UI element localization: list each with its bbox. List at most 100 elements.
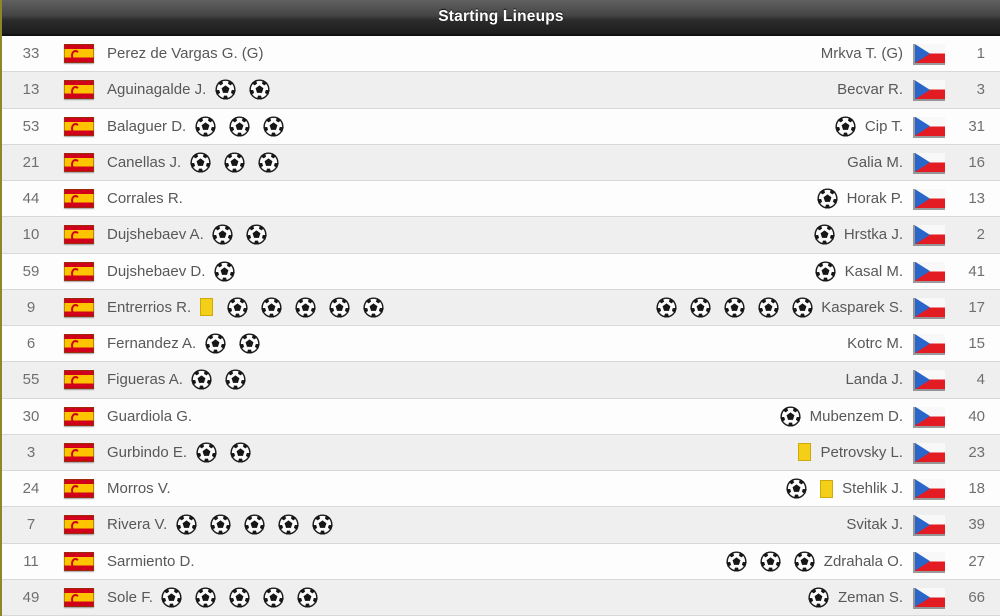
home-player-name[interactable]: Entrerrios R. <box>107 298 192 316</box>
czech-flag-triangle <box>915 44 930 64</box>
soccer-ball-icon <box>223 152 245 173</box>
away-player-name[interactable]: Svitak J. <box>846 516 903 534</box>
home-player-number: 10 <box>22 226 40 244</box>
away-player-name[interactable]: Zdrahala O. <box>823 552 903 570</box>
away-player-cell: Svitak J. 39 <box>501 515 1000 535</box>
away-player-name[interactable]: Horak P. <box>846 190 903 208</box>
home-player-name[interactable]: Gurbindo E. <box>107 443 188 461</box>
away-player-number: 27 <box>968 552 985 570</box>
soccer-ball-icon <box>229 587 251 608</box>
yellow-card-icon <box>820 479 834 498</box>
czech-flag-triangle <box>915 587 930 607</box>
czech-flag-triangle <box>915 189 930 209</box>
page-title: Starting Lineups <box>438 8 564 25</box>
home-player-name[interactable]: Balaguer D. <box>107 117 187 135</box>
away-player-name[interactable]: Kasparek S. <box>821 298 903 316</box>
lineup-rows: 33 Perez de Vargas G. (G) Mrkva T. (G) 1… <box>2 36 1000 616</box>
home-player-name[interactable]: Figueras A. <box>107 371 183 389</box>
away-player-number: 16 <box>968 153 985 171</box>
away-player-name[interactable]: Petrovsky L. <box>820 443 903 461</box>
away-player-cell: Zdrahala O. 27 <box>501 551 1000 572</box>
lineup-row: 3 Gurbindo E. Petrovsky L. 23 <box>2 434 1000 471</box>
soccer-ball-icon <box>214 261 235 282</box>
away-player-name[interactable]: Becvar R. <box>837 81 903 99</box>
czech-flag-icon <box>915 442 945 462</box>
home-player-name[interactable]: Morros V. <box>107 480 171 498</box>
home-player-number: 21 <box>22 153 40 171</box>
soccer-ball-icon <box>204 333 226 354</box>
soccer-ball-icon <box>249 79 270 100</box>
home-player-number: 13 <box>22 81 40 99</box>
home-player-name[interactable]: Aguinagalde J. <box>107 81 207 99</box>
away-player-name[interactable]: Galia M. <box>847 153 903 171</box>
spain-emblem-icon <box>71 448 80 460</box>
home-player-name[interactable]: Sarmiento D. <box>107 552 195 570</box>
away-player-cell: Kotrc M. 15 <box>501 334 1000 354</box>
away-player-cell: Kasal M. 41 <box>501 261 1000 282</box>
spain-flag-icon <box>64 587 94 607</box>
czech-flag-icon <box>915 479 945 499</box>
away-player-name[interactable]: Mubenzem D. <box>809 407 903 425</box>
lineup-row: 6 Fernandez A. Kotrc M. 15 <box>2 326 1000 363</box>
home-player-name[interactable]: Fernandez A. <box>107 335 197 353</box>
czech-flag-icon <box>915 116 945 136</box>
home-player-name[interactable]: Rivera V. <box>107 516 168 534</box>
home-player-cell: 59 Dujshebaev D. <box>2 261 501 282</box>
away-player-number: 41 <box>968 262 985 280</box>
soccer-ball-icon <box>312 514 333 535</box>
away-player-cell: Horak P. 13 <box>501 188 1000 209</box>
soccer-ball-icon <box>794 551 816 572</box>
soccer-ball-icon <box>238 333 260 354</box>
home-player-cell: 11 Sarmiento D. <box>2 551 501 571</box>
away-player-number: 23 <box>968 443 985 461</box>
away-player-name[interactable]: Stehlik J. <box>842 480 903 498</box>
soccer-ball-icon <box>362 297 384 318</box>
away-player-name[interactable]: Cip T. <box>864 117 903 135</box>
away-player-events <box>829 116 863 137</box>
home-player-name[interactable]: Corrales R. <box>107 190 183 208</box>
czech-flag-icon <box>915 551 945 571</box>
home-player-number: 33 <box>22 45 40 63</box>
away-player-name[interactable]: Kasal M. <box>844 262 903 280</box>
spain-emblem-icon <box>71 158 80 170</box>
soccer-ball-icon <box>278 514 299 535</box>
home-player-name[interactable]: Dujshebaev A. <box>107 226 204 244</box>
lineup-row: 10 Dujshebaev A. Hrstka J. 2 <box>2 217 1000 254</box>
home-player-name[interactable]: Canellas J. <box>107 153 182 171</box>
home-player-name[interactable]: Dujshebaev D. <box>107 262 206 280</box>
spain-emblem-icon <box>71 340 80 352</box>
spain-flag-icon <box>64 44 94 64</box>
soccer-ball-icon <box>792 297 813 318</box>
home-player-name[interactable]: Guardiola G. <box>107 407 193 425</box>
home-player-name[interactable]: Sole F. <box>107 588 153 606</box>
spain-emblem-icon <box>71 231 80 243</box>
home-player-events <box>169 514 339 535</box>
away-player-name[interactable]: Zeman S. <box>837 588 903 606</box>
soccer-ball-icon <box>328 297 350 318</box>
soccer-ball-icon <box>228 116 250 137</box>
lineup-row: 55 Figueras A. Landa J. 4 <box>2 362 1000 399</box>
away-player-number: 40 <box>968 407 985 425</box>
home-player-number: 53 <box>22 117 40 135</box>
away-player-name[interactable]: Mrkva T. (G) <box>820 45 903 63</box>
home-player-cell: 10 Dujshebaev A. <box>2 224 501 245</box>
soccer-ball-icon <box>724 297 745 318</box>
home-player-name[interactable]: Perez de Vargas G. (G) <box>107 45 264 63</box>
home-player-number: 9 <box>26 298 36 316</box>
czech-flag-icon <box>915 297 945 317</box>
home-player-cell: 49 Sole F. <box>2 587 501 608</box>
soccer-ball-icon <box>195 442 217 463</box>
away-player-name[interactable]: Kotrc M. <box>847 335 903 353</box>
away-player-name[interactable]: Landa J. <box>845 371 903 389</box>
away-player-number: 15 <box>968 335 985 353</box>
away-player-cell: Zeman S. 66 <box>501 587 1000 608</box>
away-player-name[interactable]: Hrstka J. <box>843 226 903 244</box>
lineup-row: 30 Guardiola G. Mubenzem D. 40 <box>2 398 1000 435</box>
soccer-ball-icon <box>176 514 197 535</box>
away-player-number: 39 <box>968 516 985 534</box>
away-player-cell: Mubenzem D. 40 <box>501 406 1000 427</box>
lineup-row: 13 Aguinagalde J. Becvar R. 3 <box>2 72 1000 109</box>
czech-flag-icon <box>915 587 945 607</box>
home-player-cell: 6 Fernandez A. <box>2 333 501 354</box>
away-player-cell: Stehlik J. 18 <box>501 478 1000 499</box>
